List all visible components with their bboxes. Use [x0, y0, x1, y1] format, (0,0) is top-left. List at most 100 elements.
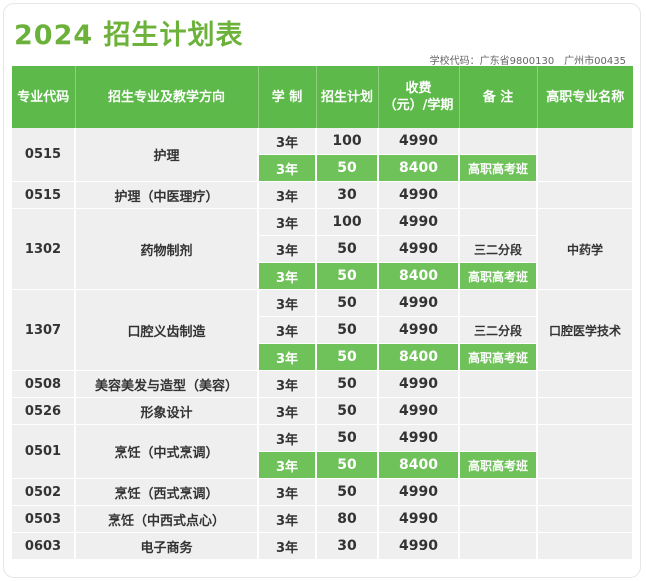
plan-cell: 50 — [316, 316, 379, 344]
higher-major-cell: 中药学 — [537, 208, 634, 290]
table-body: 0515 护理 3年 100 4990 3年 50 8400 高职高考班 0515 护理（中医理疗）… — [12, 128, 634, 560]
years-cell: 3年 — [258, 505, 317, 533]
fee-cell: 4990 — [378, 505, 460, 533]
major-name-cell: 电子商务 — [75, 532, 259, 560]
years-cell: 3年 — [258, 235, 317, 263]
years-cell: 3年 — [258, 262, 317, 290]
major-code-cell: 0503 — [12, 505, 76, 533]
major-name-cell: 药物制剂 — [75, 208, 259, 290]
major-code-cell: 0603 — [12, 532, 76, 560]
header-fee-line2: （元）/学期 — [383, 98, 454, 113]
fee-cell: 4990 — [378, 532, 460, 560]
fee-cell: 4990 — [378, 128, 460, 155]
higher-major-cell — [537, 424, 634, 479]
major-code-cell: 0515 — [12, 181, 76, 209]
header-code: 专业代码 — [12, 66, 76, 128]
table-row: 0515 护理（中医理疗） 3年 30 4990 — [12, 181, 634, 209]
fee-cell: 8400 — [378, 343, 460, 371]
years-cell: 3年 — [258, 532, 317, 560]
fee-cell: 4990 — [378, 424, 460, 452]
note-cell: 三二分段 — [459, 235, 538, 263]
plan-cell: 50 — [316, 370, 379, 398]
table-row: 1302 药物制剂 3年 100 4990 中药学 — [12, 208, 634, 290]
fee-cell: 4990 — [378, 370, 460, 398]
plan-cell: 100 — [316, 128, 379, 155]
plan-cell: 80 — [316, 505, 379, 533]
years-cell: 3年 — [258, 128, 317, 155]
higher-major-cell — [537, 181, 634, 209]
header-plan: 招生计划 — [316, 66, 379, 128]
note-cell — [459, 289, 538, 317]
plan-cell: 50 — [316, 451, 379, 479]
header-fee-line1: 收费 — [405, 81, 432, 96]
table-row: 0503 烹饪（中西式点心） 3年 80 4990 — [12, 505, 634, 533]
table-row: 3年 50 8400 高职高考班 — [12, 451, 633, 479]
note-cell — [459, 478, 538, 506]
higher-major-cell — [537, 128, 634, 182]
plan-cell: 30 — [316, 532, 379, 560]
major-code-cell: 0502 — [12, 478, 76, 506]
years-cell: 3年 — [258, 451, 317, 479]
note-cell: 高职高考班 — [459, 154, 538, 182]
plan-cell: 50 — [316, 289, 379, 317]
plan-cell: 100 — [316, 208, 379, 236]
table-row: 0502 烹饪（西式烹调） 3年 50 4990 — [12, 478, 634, 506]
plan-cell: 50 — [316, 424, 379, 452]
table-row: 3年 50 4990 三二分段 — [12, 316, 633, 344]
higher-major-cell — [537, 532, 634, 560]
years-cell: 3年 — [258, 289, 317, 317]
table-row: 0515 护理 3年 100 4990 — [12, 128, 634, 182]
header-major: 招生专业及教学方向 — [75, 66, 259, 128]
higher-major-cell — [537, 397, 634, 425]
fee-cell: 4990 — [378, 208, 460, 236]
years-cell: 3年 — [258, 343, 317, 371]
table-row: 3年 50 8400 高职高考班 — [12, 343, 633, 371]
fee-cell: 4990 — [378, 181, 460, 209]
major-name-cell: 烹饪（中式烹调） — [75, 424, 259, 479]
major-code-cell: 0508 — [12, 370, 76, 398]
table-header-row: 专业代码 招生专业及教学方向 学 制 招生计划 收费 （元）/学期 备 注 高职专… — [12, 66, 633, 128]
years-cell: 3年 — [258, 316, 317, 344]
plan-cell: 50 — [316, 343, 379, 371]
higher-major-cell: 口腔医学技术 — [537, 289, 634, 371]
note-cell — [459, 424, 538, 452]
page-title: 2024 招生计划表 — [14, 20, 244, 51]
note-cell — [459, 370, 538, 398]
fee-cell: 8400 — [378, 262, 460, 290]
fee-cell: 4990 — [378, 235, 460, 263]
table-row: 3年 50 8400 高职高考班 — [12, 262, 633, 290]
plan-cell: 50 — [316, 262, 379, 290]
note-cell — [459, 505, 538, 533]
major-name-cell: 烹饪（中西式点心） — [75, 505, 259, 533]
note-cell — [459, 397, 538, 425]
years-cell: 3年 — [258, 397, 317, 425]
major-name-cell: 美容美发与造型（美容） — [75, 370, 259, 398]
fee-cell: 4990 — [378, 478, 460, 506]
fee-cell: 4990 — [378, 316, 460, 344]
years-cell: 3年 — [258, 181, 317, 209]
plan-cell: 50 — [316, 235, 379, 263]
header-fee: 收费 （元）/学期 — [378, 66, 460, 128]
table-row: 0501 烹饪（中式烹调） 3年 50 4990 — [12, 424, 634, 479]
header-higher-major: 高职专业名称 — [537, 66, 633, 128]
note-cell — [459, 208, 538, 236]
major-name-cell: 护理 — [75, 128, 259, 182]
note-cell: 高职高考班 — [459, 262, 538, 290]
header-years: 学 制 — [258, 66, 317, 128]
major-code-cell: 0526 — [12, 397, 76, 425]
fee-cell: 4990 — [378, 289, 460, 317]
plan-cell: 50 — [316, 478, 379, 506]
note-cell: 三二分段 — [459, 316, 538, 344]
years-cell: 3年 — [258, 208, 317, 236]
major-name-cell: 口腔义齿制造 — [75, 289, 259, 371]
note-cell — [459, 181, 538, 209]
fee-cell: 8400 — [378, 451, 460, 479]
major-name-cell: 护理（中医理疗） — [75, 181, 259, 209]
school-code-note: 学校代码：广东省9800130 广州市00435 — [429, 56, 626, 67]
table-row: 3年 50 8400 高职高考班 — [12, 154, 633, 182]
table-row: 1307 口腔义齿制造 3年 50 4990 口腔医学技术 — [12, 289, 634, 371]
table-row: 0603 电子商务 3年 30 4990 — [12, 532, 634, 560]
plan-cell: 50 — [316, 397, 379, 425]
enrollment-plan-table: 专业代码 招生专业及教学方向 学 制 招生计划 收费 （元）/学期 备 注 高职专… — [12, 66, 634, 560]
years-cell: 3年 — [258, 370, 317, 398]
